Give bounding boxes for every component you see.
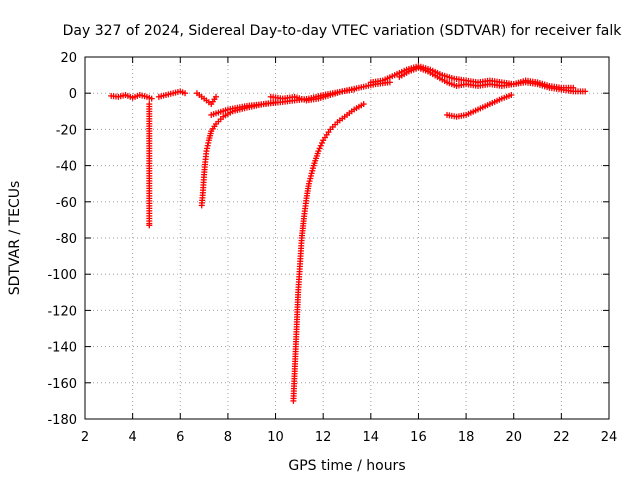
y-tick-label: -120 bbox=[47, 304, 77, 319]
y-tick-label: 20 bbox=[60, 51, 77, 66]
data-point bbox=[508, 92, 515, 99]
x-tick-label: 24 bbox=[601, 430, 618, 445]
data-point-interp bbox=[318, 139, 325, 146]
data-point-interp bbox=[316, 145, 323, 152]
x-tick-label: 20 bbox=[505, 430, 522, 445]
x-tick-label: 10 bbox=[267, 430, 284, 445]
series-track-h-afternoon bbox=[367, 63, 589, 95]
axis-ticks: 2 4 6 8 10 12 14 16 18 20 22 24-180-160-140-120-100… bbox=[47, 51, 617, 445]
data-points bbox=[108, 63, 589, 404]
y-tick-label: -180 bbox=[47, 413, 77, 428]
y-tick-label: -20 bbox=[56, 123, 77, 138]
data-point bbox=[360, 101, 367, 108]
series-track-c-short bbox=[193, 90, 219, 108]
data-point bbox=[146, 222, 153, 229]
data-point bbox=[386, 79, 393, 86]
chart-title: Day 327 of 2024, Sidereal Day-to-day VTE… bbox=[63, 23, 623, 39]
data-point bbox=[315, 148, 322, 155]
x-axis-title: GPS time / hours bbox=[288, 458, 405, 474]
x-tick-label: 8 bbox=[224, 430, 232, 445]
data-point bbox=[213, 93, 219, 100]
x-tick-label: 12 bbox=[315, 430, 332, 445]
data-point bbox=[182, 90, 189, 97]
series-track-b bbox=[155, 88, 189, 100]
y-tick-label: -100 bbox=[47, 268, 77, 283]
grid-lines bbox=[85, 57, 609, 419]
data-point bbox=[351, 86, 358, 93]
y-tick-label: -140 bbox=[47, 341, 77, 356]
x-tick-label: 22 bbox=[553, 430, 570, 445]
y-tick-label: 0 bbox=[69, 87, 77, 102]
y-tick-label: -80 bbox=[56, 232, 77, 247]
series-track-j-evening bbox=[444, 92, 515, 120]
y-tick-label: -60 bbox=[56, 196, 77, 211]
data-point bbox=[570, 84, 577, 91]
data-point-interp bbox=[317, 142, 324, 149]
y-axis-title: SDTVAR / TECUs bbox=[7, 181, 23, 296]
x-tick-label: 14 bbox=[363, 430, 380, 445]
y-tick-label: -40 bbox=[56, 160, 77, 175]
x-tick-label: 2 bbox=[81, 430, 89, 445]
x-tick-label: 4 bbox=[128, 430, 136, 445]
series-track-g-noon bbox=[267, 86, 358, 104]
series-track-a-outliers bbox=[146, 101, 153, 229]
plot-frame bbox=[84, 56, 610, 420]
data-point bbox=[148, 95, 155, 102]
x-tick-label: 16 bbox=[410, 430, 427, 445]
x-tick-label: 6 bbox=[176, 430, 184, 445]
data-point bbox=[582, 88, 589, 95]
x-tick-label: 18 bbox=[458, 430, 475, 445]
series-track-i-afternoon-2 bbox=[396, 64, 577, 91]
series-track-a-morning bbox=[108, 92, 155, 102]
y-tick-label: -160 bbox=[47, 377, 77, 392]
series-track-f-deep-drop bbox=[290, 101, 367, 404]
